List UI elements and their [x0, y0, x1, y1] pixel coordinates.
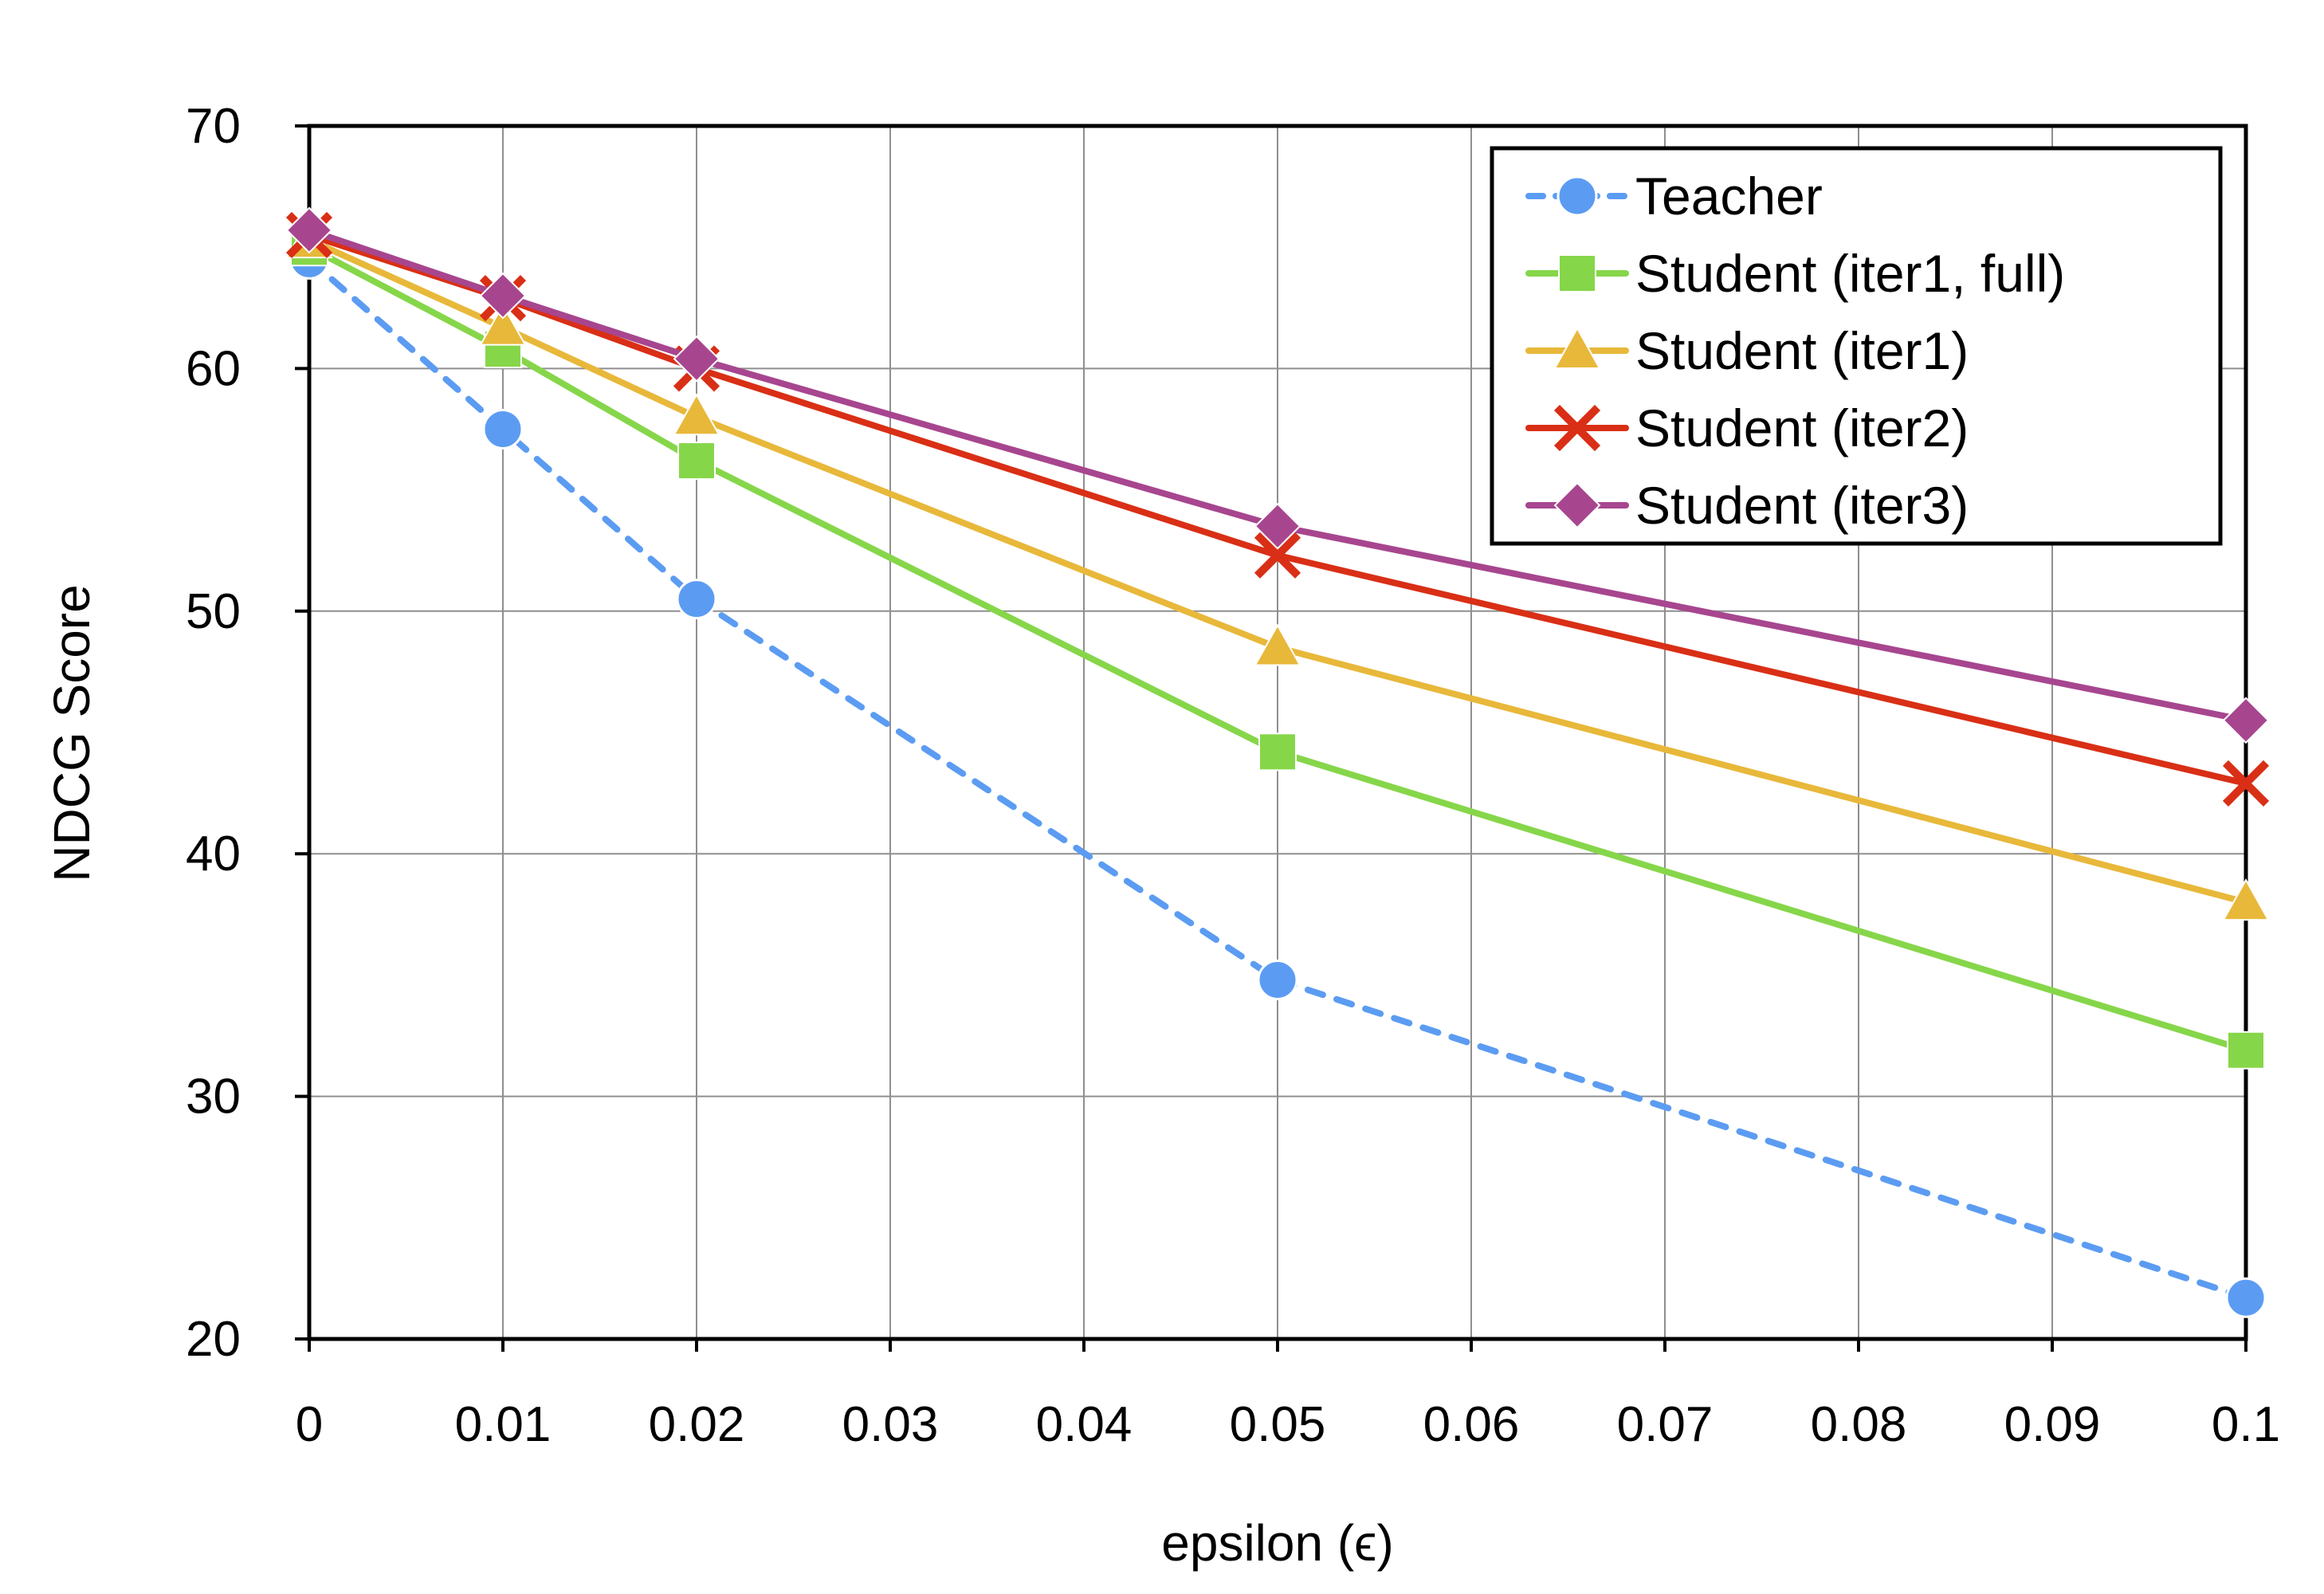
- legend-label-5: Student (iter3): [1635, 476, 1969, 535]
- series-2-point-3: [677, 442, 716, 481]
- series-5-point-3: [673, 335, 720, 383]
- series-5-point-2: [479, 272, 527, 320]
- y-tick-label: 20: [186, 1312, 241, 1367]
- series-5-point-4: [1254, 502, 1301, 550]
- series-1-point-3: [676, 579, 717, 620]
- y-axis-title: NDCG Score: [43, 584, 100, 881]
- y-tick-label: 30: [186, 1070, 241, 1125]
- y-tick-label: 50: [186, 584, 241, 639]
- series-1-point-2: [482, 409, 524, 450]
- x-tick-label: 0.01: [455, 1397, 552, 1452]
- tick-layer: 0 0.01 0.02 0.03 0.04 0.05 0.06 0.07 0.08 0.09 0.1…: [186, 99, 2280, 1452]
- y-tick-label: 60: [186, 341, 241, 396]
- series-4-point-4: [1254, 532, 1301, 579]
- legend-marker-2: [1558, 254, 1596, 292]
- x-tick-label: 0.09: [2004, 1397, 2101, 1452]
- x-tick-label: 0.1: [2212, 1397, 2280, 1452]
- series-1-point-5: [2225, 1277, 2267, 1318]
- legend: Teacher Student (iter1, full) Student (ite…: [1490, 146, 2223, 546]
- y-tick-label: 40: [186, 826, 241, 881]
- series-3-point-2: [479, 303, 527, 346]
- legend-label-1: Teacher: [1635, 167, 1823, 226]
- x-tick-label: 0.02: [649, 1397, 745, 1452]
- legend-label-2: Student (iter1, full): [1635, 244, 2065, 303]
- x-tick-label: 0.07: [1617, 1397, 1714, 1452]
- legend-marker-1: [1557, 175, 1598, 217]
- x-tick-label: 0.03: [842, 1397, 939, 1452]
- legend-label-4: Student (iter2): [1635, 398, 1969, 457]
- legend-marker-3: [1553, 326, 1601, 369]
- series-5-point-5: [2222, 697, 2270, 744]
- series-4-point-5: [2222, 760, 2270, 807]
- x-tick-label: 0.05: [1230, 1397, 1326, 1452]
- series-2-point-5: [2227, 1031, 2265, 1070]
- series-3-point-4: [1254, 623, 1301, 666]
- x-tick-label: 0.08: [1811, 1397, 1907, 1452]
- series-3-point-5: [2222, 878, 2270, 921]
- x-axis-title: epsilon (ϵ): [1161, 1514, 1394, 1572]
- x-tick-label: 0.04: [1036, 1397, 1133, 1452]
- y-tick-label: 70: [186, 99, 241, 154]
- x-tick-label: 0.06: [1423, 1397, 1520, 1452]
- legend-marker-4: [1553, 404, 1601, 452]
- x-tick-label: 0: [296, 1397, 323, 1452]
- series-2-point-4: [1258, 732, 1297, 771]
- series-layer: [285, 206, 2270, 1318]
- legend-label-3: Student (iter1): [1635, 321, 1969, 380]
- legend-box: [1490, 146, 2223, 546]
- series-5-point-1: [285, 206, 333, 254]
- series-1-point-4: [1257, 959, 1298, 1000]
- legend-marker-5: [1553, 481, 1601, 529]
- series-3-point-3: [673, 393, 720, 436]
